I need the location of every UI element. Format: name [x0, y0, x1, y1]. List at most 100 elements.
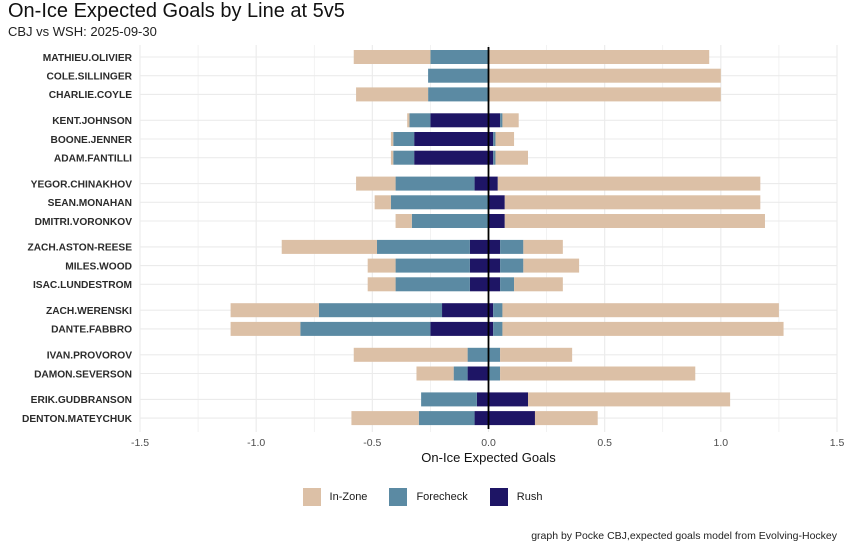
bar-segment-for-forecheck	[488, 366, 501, 381]
bar-segment-for-in-zone	[514, 277, 563, 292]
bar-segment-against-forecheck	[418, 411, 475, 426]
bar-segment-for-rush	[488, 132, 494, 146]
bar-segment-for-in-zone	[502, 321, 784, 336]
player-label: ADAM.FANTILLI	[54, 154, 132, 165]
bar-segment-against-rush	[430, 113, 489, 128]
x-tick-label: 1.5	[830, 437, 845, 449]
bar-segment-for-in-zone	[488, 50, 710, 64]
player-label: ZACH.ASTON-REESE	[27, 243, 132, 254]
bar-segment-against-in-zone	[356, 87, 429, 102]
bar-segment-for-forecheck	[500, 258, 524, 273]
bar-segment-against-forecheck	[421, 392, 477, 407]
bar-segment-against-rush	[469, 239, 489, 254]
player-label: CHARLIE.COYLE	[49, 90, 132, 101]
bar-segment-for-forecheck	[488, 347, 501, 362]
bar-segment-against-forecheck	[430, 50, 489, 64]
bar-segment-against-rush	[430, 321, 489, 336]
bar-segment-against-forecheck	[395, 258, 470, 273]
chart-caption: graph by Pocke CBJ,expected goals model …	[531, 530, 837, 542]
bar-segment-for-in-zone	[523, 258, 580, 273]
x-tick-label: -1.0	[247, 437, 265, 449]
bar-segment-for-in-zone	[488, 68, 721, 83]
player-label: DENTON.MATEYCHUK	[22, 414, 133, 425]
legend-label-forecheck: Forecheck	[416, 491, 468, 503]
legend-label-in-zone: In-Zone	[329, 491, 368, 503]
bar-segment-against-in-zone	[230, 303, 319, 318]
bar-segment-against-forecheck	[467, 347, 489, 362]
legend-swatch-rush	[489, 488, 508, 506]
bar-segment-against-forecheck	[409, 113, 431, 128]
bar-segment-for-in-zone	[523, 239, 563, 254]
bar-segment-against-forecheck	[393, 150, 415, 165]
bar-segment-against-rush	[467, 366, 489, 381]
bar-segment-against-rush	[474, 411, 489, 426]
legend-swatch-in-zone	[302, 488, 321, 506]
bar-segment-against-forecheck	[395, 176, 475, 191]
bar-segment-for-in-zone	[502, 113, 519, 128]
bar-segment-against-in-zone	[356, 176, 396, 191]
bar-segment-against-in-zone	[353, 50, 431, 64]
bar-segment-for-rush	[488, 113, 501, 128]
legend-swatch-forecheck	[389, 488, 408, 506]
x-tick-label: -0.5	[363, 437, 381, 449]
bar-segment-against-forecheck	[411, 214, 489, 228]
x-axis-title: On-Ice Expected Goals	[421, 450, 556, 465]
bar-segment-for-forecheck	[493, 132, 496, 146]
chart-title: On-Ice Expected Goals by Line at 5v5	[8, 0, 345, 22]
bar-segment-against-forecheck	[390, 195, 489, 210]
bar-segment-against-in-zone	[281, 239, 377, 254]
bar-segment-against-in-zone	[416, 366, 454, 381]
bar-segment-for-rush	[488, 176, 498, 191]
legend-item-rush: Rush	[489, 488, 543, 506]
bar-segment-for-in-zone	[495, 150, 528, 165]
player-label: DAMON.SEVERSON	[34, 369, 132, 380]
bar-segment-against-forecheck	[428, 68, 489, 83]
bar-segment-for-in-zone	[502, 303, 779, 318]
player-label: YEGOR.CHINAKHOV	[31, 179, 133, 190]
bar-segment-for-forecheck	[500, 239, 524, 254]
bar-segment-for-in-zone	[497, 176, 761, 191]
x-tick-label: 0.5	[597, 437, 612, 449]
bar-segment-for-rush	[488, 392, 528, 407]
bar-segment-against-in-zone	[390, 132, 394, 146]
bar-segment-for-rush	[488, 321, 494, 336]
player-label: ISAC.LUNDESTROM	[33, 280, 132, 291]
bar-segment-against-rush	[476, 392, 489, 407]
player-label: COLE.SILLINGER	[47, 72, 133, 83]
bar-segment-for-forecheck	[493, 303, 503, 318]
bar-segment-against-in-zone	[407, 113, 410, 128]
bar-segment-for-rush	[488, 303, 494, 318]
legend-item-in-zone: In-Zone	[302, 488, 368, 506]
player-label: DANTE.FABBRO	[51, 325, 132, 336]
bar-segment-against-forecheck	[453, 366, 468, 381]
bar-segment-against-rush	[469, 277, 489, 292]
bar-segment-for-in-zone	[500, 366, 696, 381]
x-tick-label: 1.0	[714, 437, 729, 449]
bar-segment-against-in-zone	[230, 321, 301, 336]
bar-segment-for-rush	[488, 258, 501, 273]
bar-segment-against-forecheck	[300, 321, 431, 336]
bar-segment-against-forecheck	[395, 277, 470, 292]
bar-segment-for-rush	[488, 150, 494, 165]
bar-segment-for-rush	[488, 239, 501, 254]
bar-segment-for-in-zone	[504, 214, 765, 228]
legend-item-forecheck: Forecheck	[389, 488, 468, 506]
legend-label-rush: Rush	[516, 491, 543, 503]
x-tick-label: -1.5	[131, 437, 149, 449]
chart-subtitle: CBJ vs WSH: 2025-09-30	[8, 24, 157, 39]
player-label: KENT.JOHNSON	[52, 116, 132, 127]
player-label: IVAN.PROVOROV	[47, 351, 132, 362]
bar-segment-against-forecheck	[318, 303, 443, 318]
player-label: DMITRI.VORONKOV	[35, 217, 133, 228]
bar-segment-against-in-zone	[390, 150, 394, 165]
player-label: SEAN.MONAHAN	[48, 198, 132, 209]
bar-segment-for-forecheck	[500, 277, 515, 292]
chart-legend: In-Zone Forecheck Rush	[0, 488, 845, 506]
bar-segment-for-forecheck	[500, 113, 503, 128]
bar-segment-for-forecheck	[493, 150, 496, 165]
bar-segment-against-in-zone	[351, 411, 419, 426]
player-label: ERIK.GUDBRANSON	[31, 395, 132, 406]
bar-segment-for-rush	[488, 411, 535, 426]
player-label: MILES.WOOD	[65, 261, 132, 272]
